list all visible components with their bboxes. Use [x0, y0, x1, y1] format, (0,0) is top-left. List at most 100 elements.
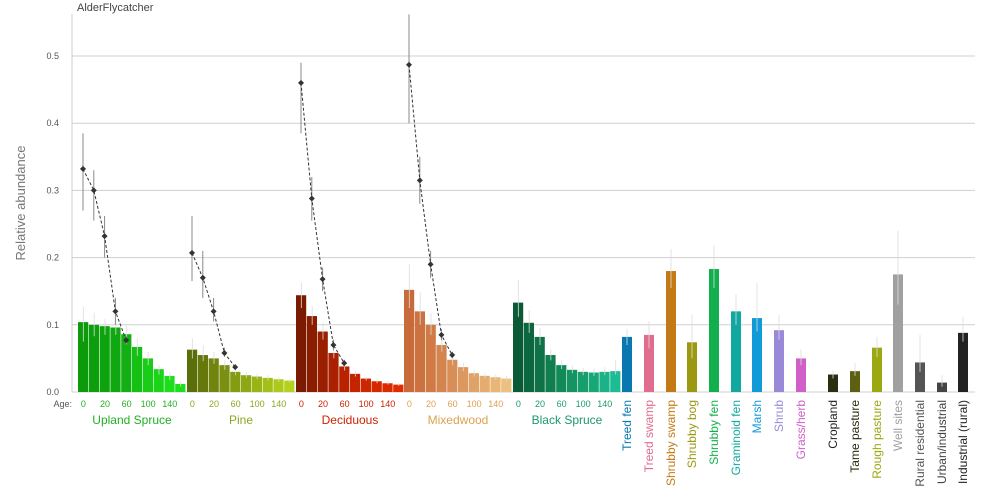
age-tick-label: 60 [557, 399, 567, 409]
bar [273, 379, 284, 392]
category-label: Well sites [891, 400, 905, 451]
bar [414, 311, 425, 392]
bar [937, 382, 947, 392]
bar [534, 336, 545, 392]
y-tick-label: 0.4 [46, 118, 59, 128]
age-tick-label: 60 [231, 399, 241, 409]
curve-point [341, 360, 348, 367]
category-label: Cropland [826, 400, 840, 449]
curve-point [298, 79, 304, 86]
group-label: Upland Spruce [92, 413, 172, 427]
bar [241, 375, 252, 392]
curve-point [416, 177, 423, 184]
bar [666, 271, 676, 392]
category-label: Rural residential [913, 400, 927, 487]
group-label: Black Spruce [532, 413, 603, 427]
bar [915, 362, 925, 392]
category-label: Treed swamp [642, 400, 656, 473]
bar [610, 371, 621, 392]
curve-point [210, 308, 217, 315]
bar [644, 334, 654, 392]
bar [360, 378, 371, 392]
age-tick-label: 20 [318, 399, 328, 409]
bar [796, 358, 806, 392]
bar [296, 295, 307, 392]
x-labels: 0 20 60 100 140 Upland Spruce 0 20 60 100 140 Pine 0… [81, 399, 970, 487]
bar [175, 383, 186, 392]
bar [501, 378, 512, 392]
bar [371, 381, 382, 392]
bar [339, 366, 350, 392]
age-tick-label: 20 [426, 399, 436, 409]
bar [490, 377, 501, 392]
bar [328, 353, 339, 392]
bar [468, 373, 479, 392]
bar [447, 359, 458, 392]
age-tick-label: 0 [190, 399, 195, 409]
curve-point [189, 249, 195, 256]
bar [230, 371, 241, 392]
bar [752, 318, 762, 392]
bar [622, 336, 632, 392]
bar [88, 324, 99, 392]
bar [774, 330, 784, 392]
bar [99, 326, 110, 392]
gridlines [72, 55, 975, 393]
bar [709, 269, 719, 392]
y-tick-label: 0.0 [46, 387, 59, 397]
age-tick-label: 60 [340, 399, 350, 409]
curve-point [221, 350, 228, 357]
y-tick-label: 0.2 [46, 253, 59, 263]
category-label: Shrubby swamp [664, 400, 678, 486]
y-tick-label: 0.5 [46, 51, 59, 61]
age-tick-label: 100 [141, 399, 156, 409]
chart-marks [78, 14, 968, 392]
age-tick-label: 140 [162, 399, 177, 409]
age-tick-label: 0 [516, 399, 521, 409]
category-label: Urban/industrial [935, 400, 949, 484]
curve-point [406, 61, 412, 68]
age-tick-label: 0 [407, 399, 412, 409]
bar [262, 377, 273, 392]
category-label: Shrub [772, 400, 786, 432]
bar [479, 375, 490, 392]
group-label: Mixedwood [428, 413, 489, 427]
age-tick-label: 60 [122, 399, 132, 409]
bar [306, 316, 317, 392]
age-tick-label: 100 [250, 399, 265, 409]
curve-point [319, 276, 326, 283]
bar [164, 375, 175, 392]
y-tick-label: 0.3 [46, 185, 59, 195]
category-label: Tame pasture [848, 400, 862, 473]
category-label: Shrubby bog [685, 400, 699, 468]
bar [436, 344, 447, 392]
bar [850, 371, 860, 392]
bar [284, 380, 295, 392]
age-tick-label: 60 [448, 399, 458, 409]
bar [425, 324, 436, 392]
bar [513, 302, 524, 392]
bar [545, 355, 556, 392]
category-label: Marsh [750, 400, 764, 433]
bar [153, 369, 164, 392]
category-label: Rough pasture [870, 400, 884, 479]
bar [187, 349, 198, 392]
age-tick-label: 20 [100, 399, 110, 409]
age-tick-label: 140 [488, 399, 503, 409]
bar [828, 374, 838, 392]
age-tick-label: 100 [576, 399, 591, 409]
bar [317, 331, 328, 392]
curve-point [101, 233, 108, 240]
curve-point [438, 331, 445, 338]
y-axis-label: Relative abundance [13, 146, 28, 261]
bar [142, 358, 153, 392]
age-tick-label: 0 [299, 399, 304, 409]
bar [350, 373, 361, 392]
curve-point [112, 308, 119, 315]
y-tick-label: 0.1 [46, 320, 59, 330]
age-tick-label: 140 [597, 399, 612, 409]
group-label: Deciduous [322, 413, 379, 427]
group-label: Pine [229, 413, 253, 427]
category-label: Graminoid fen [729, 400, 743, 475]
